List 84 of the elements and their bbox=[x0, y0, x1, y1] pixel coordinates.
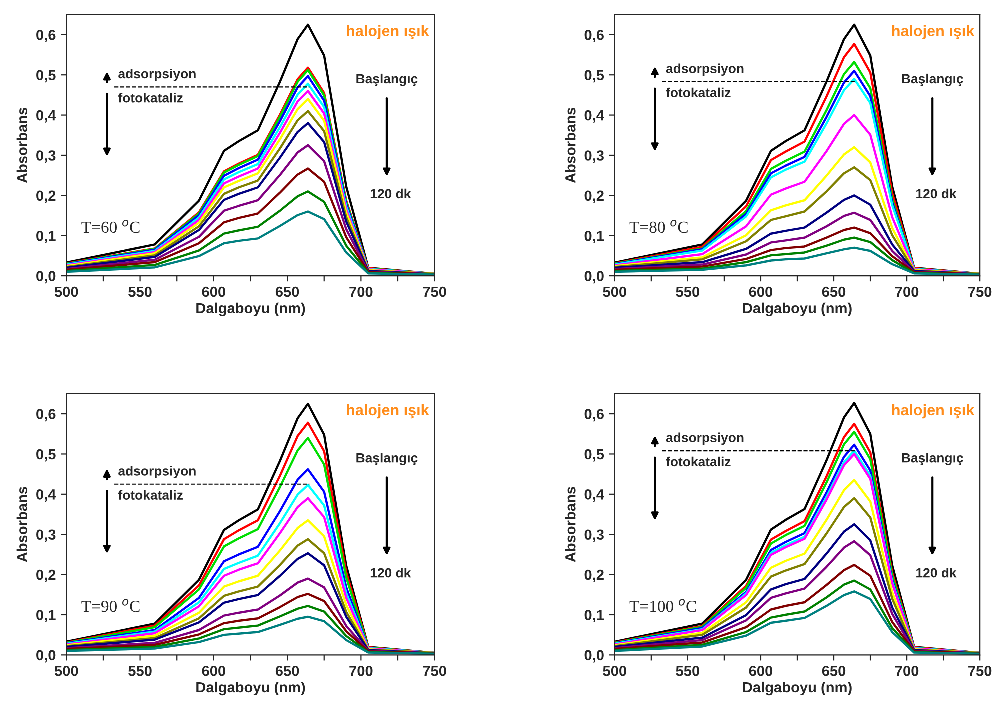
annotation: adsorpsiyon bbox=[118, 466, 196, 478]
y-tick-label: 0,2 bbox=[36, 570, 56, 582]
x-tick-label: 600 bbox=[749, 286, 773, 298]
y-tick-label: 0,5 bbox=[584, 70, 604, 83]
annotation: 120 dk bbox=[916, 188, 957, 199]
y-tick-label: 0,4 bbox=[584, 490, 604, 502]
annotation: 120 dk bbox=[370, 188, 412, 199]
annotation: Başlangıç bbox=[356, 453, 418, 466]
x-tick-label: 750 bbox=[968, 666, 992, 676]
y-tick-label: 0,2 bbox=[36, 190, 56, 204]
x-tick-label: 650 bbox=[822, 286, 846, 298]
y-tick-label: 0,3 bbox=[584, 530, 604, 542]
y-tick-label: 0,3 bbox=[36, 150, 56, 164]
y-tick-label: 0,6 bbox=[36, 409, 56, 422]
y-axis-title: Absorbans bbox=[16, 487, 28, 562]
y-tick-label: 0,6 bbox=[36, 30, 56, 42]
y-tick-label: 0,6 bbox=[584, 409, 604, 422]
y-tick-label: 0,0 bbox=[584, 271, 604, 284]
y-tick-label: 0,6 bbox=[584, 30, 604, 42]
annotation: halojen ışık bbox=[892, 25, 975, 40]
y-tick-label: 0,4 bbox=[36, 490, 56, 502]
annotation: fotokataliz bbox=[666, 456, 731, 467]
annotation: halojen ışık bbox=[892, 404, 975, 419]
annotation: 120 dk bbox=[916, 568, 957, 578]
x-tick-label: 550 bbox=[676, 666, 700, 676]
y-tick-label: 0,3 bbox=[584, 150, 604, 164]
annotation: T=100 $^{o}$C bbox=[630, 599, 696, 612]
y-tick-label: 0,4 bbox=[584, 110, 604, 123]
y-axis-title: Absorbans bbox=[16, 108, 28, 184]
y-tick-label: 0,1 bbox=[584, 230, 604, 244]
x-tick-label: 700 bbox=[350, 286, 373, 298]
x-axis-title: Dalgaboyu (nm) bbox=[743, 682, 852, 696]
y-tick-label: 0,2 bbox=[584, 570, 604, 582]
x-tick-label: 550 bbox=[128, 286, 152, 298]
x-tick-label: 500 bbox=[603, 286, 626, 298]
y-tick-label: 0,4 bbox=[36, 110, 56, 123]
x-tick-label: 700 bbox=[350, 666, 373, 676]
annotation: fotokataliz bbox=[118, 490, 183, 500]
annotation: Başlangıç bbox=[902, 453, 964, 466]
y-tick-label: 0,3 bbox=[36, 530, 56, 542]
x-tick-label: 600 bbox=[202, 666, 226, 676]
annotation: adsorpsiyon bbox=[118, 68, 196, 82]
annotation: halojen ışık bbox=[347, 25, 430, 40]
x-tick-label: 750 bbox=[968, 286, 992, 298]
x-axis-title: Dalgaboyu (nm) bbox=[196, 302, 306, 316]
x-tick-label: 700 bbox=[896, 666, 919, 676]
x-tick-label: 750 bbox=[423, 666, 446, 676]
y-tick-label: 0,5 bbox=[584, 449, 604, 462]
y-tick-label: 0,1 bbox=[36, 230, 56, 244]
annotation: fotokataliz bbox=[118, 93, 183, 103]
x-tick-label: 500 bbox=[603, 666, 626, 676]
y-tick-label: 0,2 bbox=[584, 190, 604, 204]
y-axis-title: Absorbans bbox=[565, 487, 576, 562]
annotation: halojen ışık bbox=[347, 404, 430, 419]
annotation: T=60 $^{o}$C bbox=[82, 220, 140, 234]
y-tick-label: 0,5 bbox=[36, 449, 56, 462]
y-tick-label: 0,5 bbox=[36, 70, 56, 83]
x-tick-label: 500 bbox=[54, 666, 78, 676]
y-tick-label: 0,1 bbox=[584, 610, 604, 623]
x-tick-label: 750 bbox=[423, 286, 446, 298]
annotation: fotokataliz bbox=[666, 88, 731, 98]
x-tick-label: 650 bbox=[822, 666, 846, 676]
annotation: Başlangıç bbox=[356, 74, 418, 86]
annotation: adsorpsiyon bbox=[666, 432, 744, 446]
x-tick-label: 500 bbox=[54, 286, 78, 298]
y-tick-label: 0,0 bbox=[584, 650, 604, 663]
annotation: adsorpsiyon bbox=[666, 64, 744, 76]
annotation: T=90 $^{o}$C bbox=[82, 599, 140, 612]
x-tick-label: 550 bbox=[676, 286, 700, 298]
x-tick-label: 550 bbox=[128, 666, 152, 676]
annotation: Başlangıç bbox=[902, 74, 964, 86]
x-tick-label: 600 bbox=[202, 286, 226, 298]
annotation: T=80 $^{o}$C bbox=[630, 220, 688, 234]
x-axis-title: Dalgaboyu (nm) bbox=[196, 682, 306, 696]
y-axis-title: Absorbans bbox=[565, 108, 576, 184]
y-tick-label: 0,1 bbox=[36, 610, 56, 623]
x-tick-label: 700 bbox=[896, 286, 919, 298]
x-tick-label: 650 bbox=[276, 666, 300, 676]
x-tick-label: 650 bbox=[276, 286, 300, 298]
annotation: 120 dk bbox=[370, 568, 412, 578]
y-tick-label: 0,0 bbox=[36, 650, 56, 663]
x-axis-title: Dalgaboyu (nm) bbox=[743, 302, 852, 316]
y-tick-label: 0,0 bbox=[36, 271, 56, 284]
x-tick-label: 600 bbox=[749, 666, 773, 676]
